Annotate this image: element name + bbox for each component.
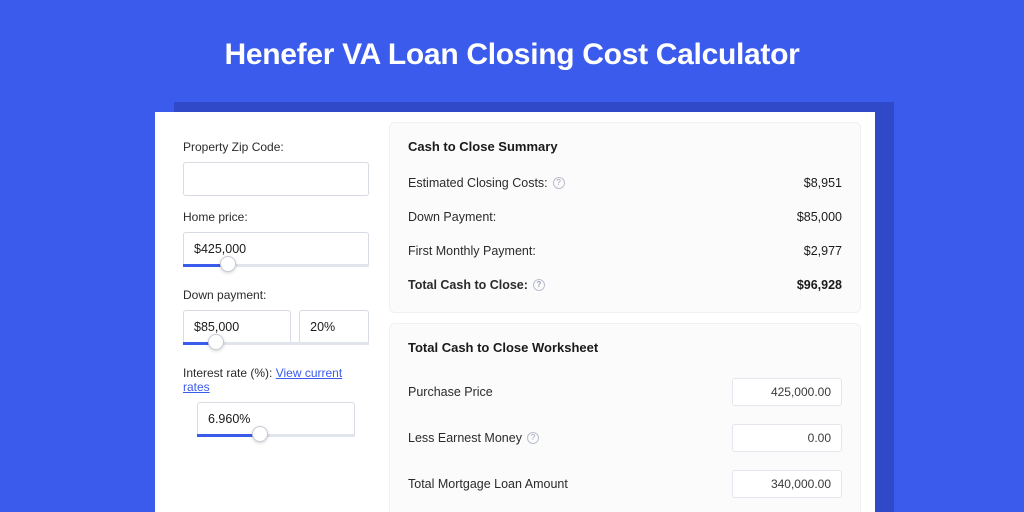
worksheet-row-label: Purchase Price: [408, 385, 493, 399]
summary-row-value: $96,928: [797, 278, 842, 292]
summary-row: Down Payment: $85,000: [408, 202, 842, 236]
zip-field: Property Zip Code:: [183, 140, 369, 196]
down-payment-input[interactable]: [183, 310, 291, 344]
worksheet-row-label: Less Earnest Money?: [408, 431, 539, 445]
home-price-field: Home price:: [183, 210, 369, 266]
worksheet-panel: Total Cash to Close Worksheet Purchase P…: [389, 323, 861, 512]
summary-row-label: Estimated Closing Costs:?: [408, 176, 565, 190]
calculator-card: Property Zip Code: Home price: Down paym…: [155, 112, 875, 512]
down-payment-label: Down payment:: [183, 288, 369, 302]
interest-rate-label-text: Interest rate (%):: [183, 366, 272, 380]
help-icon[interactable]: ?: [533, 279, 545, 291]
worksheet-row-input[interactable]: [732, 378, 842, 406]
interest-rate-field: Interest rate (%): View current rates: [183, 366, 369, 436]
worksheet-row-input[interactable]: [732, 424, 842, 452]
summary-row: First Monthly Payment: $2,977: [408, 236, 842, 270]
slider-thumb[interactable]: [208, 334, 224, 350]
worksheet-title: Total Cash to Close Worksheet: [408, 340, 842, 355]
inputs-column: Property Zip Code: Home price: Down paym…: [155, 112, 385, 512]
worksheet-row-label: Total Mortgage Loan Amount: [408, 477, 568, 491]
down-payment-field: Down payment:: [183, 288, 369, 344]
help-icon[interactable]: ?: [527, 432, 539, 444]
interest-rate-input[interactable]: [197, 402, 355, 436]
worksheet-row: Total Mortgage Loan Amount: [408, 461, 842, 507]
slider-thumb[interactable]: [220, 256, 236, 272]
home-price-label: Home price:: [183, 210, 369, 224]
worksheet-row: Total Second Mortgage Amount?: [408, 507, 842, 512]
home-price-input[interactable]: [183, 232, 369, 266]
worksheet-row: Less Earnest Money?: [408, 415, 842, 461]
summary-row: Estimated Closing Costs:? $8,951: [408, 168, 842, 202]
summary-row-label: Total Cash to Close:?: [408, 278, 545, 292]
summary-row: Total Cash to Close:? $96,928: [408, 270, 842, 304]
summary-row-label: First Monthly Payment:: [408, 244, 536, 258]
zip-input[interactable]: [183, 162, 369, 196]
down-payment-pct-input[interactable]: [299, 310, 369, 344]
page-title: Henefer VA Loan Closing Cost Calculator: [0, 0, 1024, 72]
summary-title: Cash to Close Summary: [408, 139, 842, 154]
help-icon[interactable]: ?: [553, 177, 565, 189]
slider-thumb[interactable]: [252, 426, 268, 442]
worksheet-row: Purchase Price: [408, 369, 842, 415]
summary-row-value: $2,977: [804, 244, 842, 258]
interest-rate-label: Interest rate (%): View current rates: [183, 366, 369, 394]
summary-row-value: $8,951: [804, 176, 842, 190]
results-column: Cash to Close Summary Estimated Closing …: [385, 112, 875, 512]
summary-row-label: Down Payment:: [408, 210, 496, 224]
slider-fill: [197, 434, 260, 437]
summary-panel: Cash to Close Summary Estimated Closing …: [389, 122, 861, 313]
worksheet-row-input[interactable]: [732, 470, 842, 498]
zip-label: Property Zip Code:: [183, 140, 369, 154]
summary-row-value: $85,000: [797, 210, 842, 224]
